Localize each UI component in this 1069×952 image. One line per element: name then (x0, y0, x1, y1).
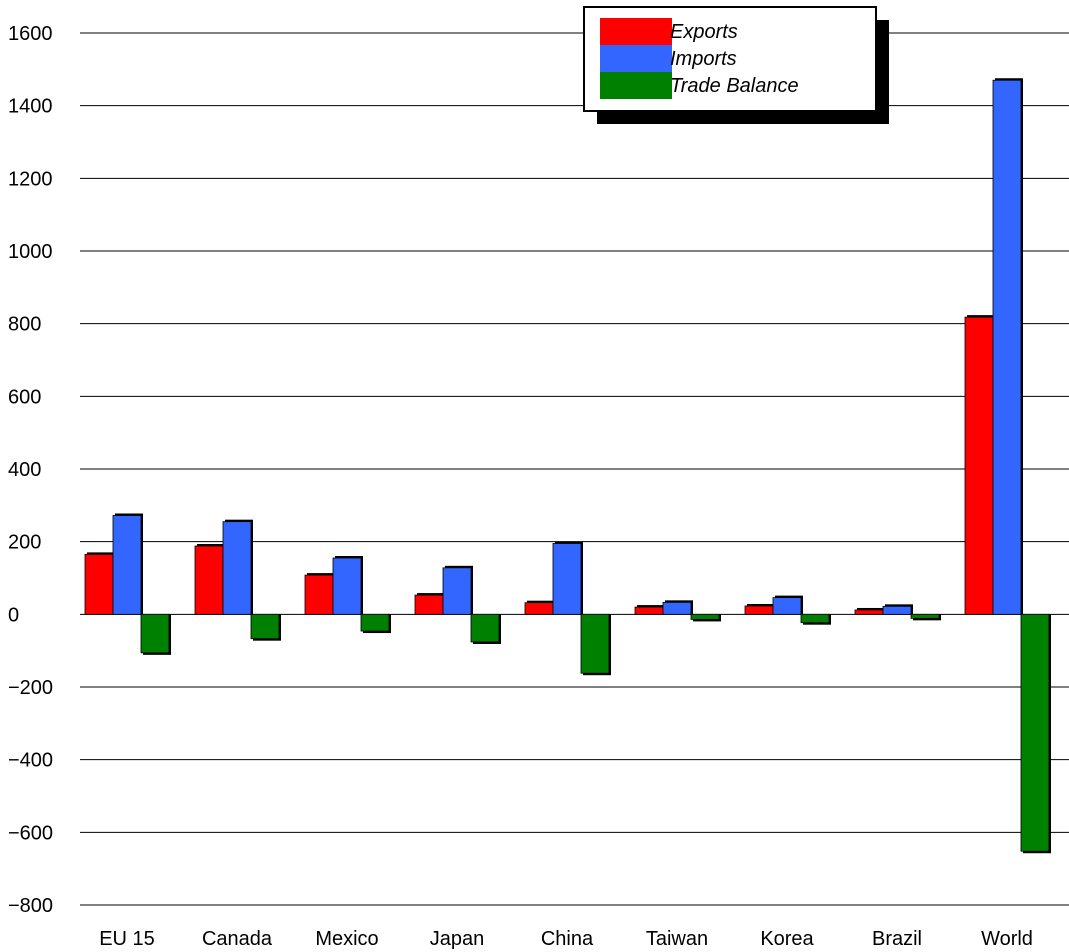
y-tick-label: −800 (8, 895, 53, 917)
x-tick-label: Korea (760, 928, 814, 950)
y-tick-label: 1400 (8, 96, 53, 118)
x-tick-label: Brazil (872, 928, 922, 950)
bar-trade-balance (580, 613, 610, 674)
bar-exports (524, 602, 554, 615)
bar-trade-balance (800, 613, 830, 624)
bar-imports (992, 79, 1022, 615)
x-tick-label: China (541, 928, 594, 950)
bar-exports (854, 609, 884, 615)
y-tick-label: −600 (8, 822, 53, 844)
bar-exports (194, 545, 224, 615)
bar-trade-balance (140, 613, 170, 654)
bar-imports (442, 567, 472, 615)
legend-swatch (600, 72, 672, 99)
x-axis-tick-labels: EU 15 Canada Mexico Japan China Taiwan Korea Br… (99, 928, 1033, 950)
y-tick-label: 0 (8, 604, 19, 626)
y-tick-label: 1600 (8, 23, 53, 45)
y-tick-label: 800 (8, 314, 41, 336)
bar-exports (304, 574, 334, 615)
bar-imports (332, 557, 362, 615)
x-tick-label: World (981, 928, 1033, 950)
bar-trade-balance (1020, 613, 1050, 852)
x-tick-label: EU 15 (99, 928, 155, 950)
bar-exports (84, 553, 114, 615)
legend-swatch (600, 18, 672, 45)
y-tick-label: 600 (8, 386, 41, 408)
bar-exports (634, 606, 664, 615)
x-tick-label: Japan (430, 928, 485, 950)
y-axis-tick-labels: 1600 1400 1200 1000 800 600 400 200 0 −200 −400 −60… (8, 23, 53, 917)
bar-trade-balance (910, 613, 940, 619)
legend-label: Trade Balance (670, 75, 799, 97)
bar-imports (662, 601, 692, 615)
y-tick-label: 400 (8, 459, 41, 481)
bar-trade-balance (470, 613, 500, 643)
y-tick-label: −400 (8, 750, 53, 772)
y-tick-label: 200 (8, 532, 41, 554)
x-tick-label: Mexico (315, 928, 378, 950)
y-tick-label: 1200 (8, 168, 53, 190)
legend-label: Exports (670, 21, 738, 43)
bar-imports (112, 515, 142, 615)
legend-label: Imports (670, 48, 737, 70)
y-tick-label: −200 (8, 677, 53, 699)
legend: Exports Imports Trade Balance (583, 6, 889, 124)
y-tick-label: 1000 (8, 241, 53, 263)
gridlines (80, 32, 1069, 906)
legend-swatch (600, 45, 672, 72)
bar-exports (964, 316, 994, 615)
bar-imports (552, 543, 582, 615)
bar-exports (414, 594, 444, 615)
bar-imports (772, 597, 802, 615)
bar-trade-balance (690, 613, 720, 620)
bar-imports (222, 521, 252, 615)
bars (84, 78, 1051, 854)
x-tick-label: Taiwan (646, 928, 708, 950)
bar-trade-balance (360, 613, 390, 632)
x-tick-label: Canada (202, 928, 273, 950)
bar-imports (882, 605, 912, 615)
bar-exports (744, 605, 774, 615)
bar-trade-balance (250, 613, 280, 640)
